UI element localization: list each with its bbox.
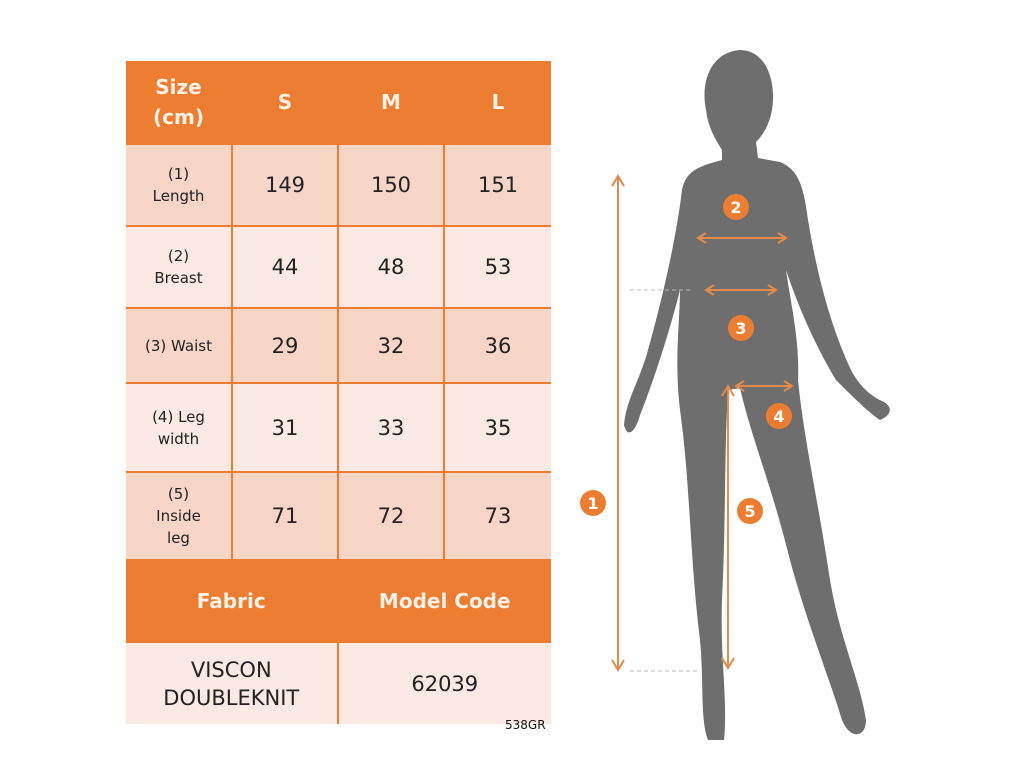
marker-4-icon [766, 403, 792, 429]
header-size-s: S [233, 61, 339, 143]
table-row: (2) Breast 44 48 53 [126, 227, 551, 309]
silhouette [624, 50, 890, 740]
table-row: (5) Inside leg 71 72 73 [126, 473, 551, 561]
table-row: (4) Leg width 31 33 35 [126, 384, 551, 473]
marker-3-label: 3 [735, 319, 746, 338]
header-size-m: M [339, 61, 445, 143]
value-s: 31 [233, 384, 339, 471]
header-size-l: L [445, 61, 551, 143]
value-m: 32 [339, 309, 445, 382]
row-label: (4) Leg width [126, 384, 233, 471]
fabric-row: VISCON DOUBLEKNIT 62039 [126, 643, 551, 724]
fabric-value: VISCON DOUBLEKNIT [126, 643, 339, 724]
fabric-header: Fabric [126, 561, 339, 641]
marker-4-label: 4 [773, 407, 784, 426]
marker-5-label: 5 [744, 502, 755, 521]
value-s: 149 [233, 145, 339, 225]
row-label: (2) Breast [126, 227, 233, 307]
row-label: (1) Length [126, 145, 233, 225]
value-s: 29 [233, 309, 339, 382]
marker-1-icon [580, 490, 606, 516]
value-l: 73 [445, 473, 551, 559]
marker-2-label: 2 [730, 198, 741, 217]
value-m: 150 [339, 145, 445, 225]
marker-5-icon [737, 498, 763, 524]
value-s: 71 [233, 473, 339, 559]
marker-3-icon [728, 315, 754, 341]
value-m: 72 [339, 473, 445, 559]
fabric-header-row: Fabric Model Code [126, 561, 551, 643]
marker-1-label: 1 [587, 494, 598, 513]
size-chart-table: Size (cm) S M L (1) Length 149 150 151 (… [126, 61, 551, 724]
value-l: 36 [445, 309, 551, 382]
value-m: 33 [339, 384, 445, 471]
header-size-label: Size (cm) [126, 61, 233, 143]
table-header-row: Size (cm) S M L [126, 61, 551, 145]
row-label: (5) Inside leg [126, 473, 233, 559]
marker-2-icon [723, 194, 749, 220]
value-l: 151 [445, 145, 551, 225]
model-code-header: Model Code [338, 561, 551, 641]
value-s: 44 [233, 227, 339, 307]
value-m: 48 [339, 227, 445, 307]
table-row: (3) Waist 29 32 36 [126, 309, 551, 384]
value-l: 53 [445, 227, 551, 307]
table-row: (1) Length 149 150 151 [126, 145, 551, 227]
product-code: 538GR [505, 718, 546, 732]
row-label: (3) Waist [126, 309, 233, 382]
value-l: 35 [445, 384, 551, 471]
model-code-value: 62039 [338, 643, 551, 724]
